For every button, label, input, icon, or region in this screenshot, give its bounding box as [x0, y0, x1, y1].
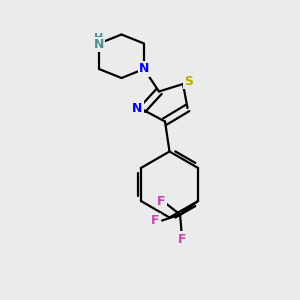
Text: S: S — [184, 75, 194, 88]
Text: F: F — [157, 195, 165, 208]
Text: N: N — [132, 102, 142, 115]
Text: F: F — [151, 214, 160, 227]
Text: H: H — [94, 33, 103, 43]
Text: F: F — [178, 232, 186, 246]
Text: N: N — [94, 38, 104, 51]
Text: N: N — [139, 62, 149, 76]
